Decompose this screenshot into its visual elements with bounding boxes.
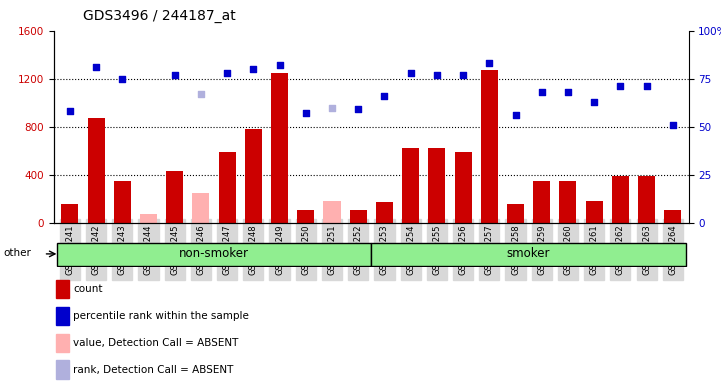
Bar (507, 204, 524, 223)
Bar (612, 176, 629, 223)
Bar (376, 202, 393, 223)
Bar (56, 306, 69, 325)
Point (405, 70, 417, 76)
Point (221, 70, 233, 76)
Bar (271, 73, 288, 223)
Point (588, 99, 600, 105)
Bar (140, 214, 157, 223)
Text: GDS3496 / 244187_at: GDS3496 / 244187_at (83, 9, 236, 23)
Point (90, 64, 102, 70)
Bar (350, 210, 367, 223)
Point (379, 93, 390, 99)
Text: value, Detection Call = ABSENT: value, Detection Call = ABSENT (74, 338, 239, 348)
Bar (166, 171, 183, 223)
Bar (87, 118, 105, 223)
Bar (61, 204, 79, 223)
Point (353, 106, 364, 113)
Point (641, 83, 653, 89)
Bar (481, 70, 497, 223)
Text: percentile rank within the sample: percentile rank within the sample (74, 311, 249, 321)
Bar (56, 280, 69, 298)
Bar (245, 129, 262, 223)
Text: rank, Detection Call = ABSENT: rank, Detection Call = ABSENT (74, 365, 234, 375)
Bar (585, 200, 603, 223)
Bar (57, 243, 371, 266)
Point (300, 110, 311, 116)
Point (117, 76, 128, 82)
Text: smoker: smoker (507, 247, 550, 260)
Text: other: other (4, 248, 32, 258)
Text: count: count (74, 284, 103, 294)
Bar (559, 181, 577, 223)
Point (64, 108, 76, 114)
Bar (638, 176, 655, 223)
Bar (324, 200, 340, 223)
Point (326, 104, 337, 111)
Point (614, 83, 626, 89)
Point (562, 89, 574, 95)
Bar (534, 181, 550, 223)
Bar (428, 148, 446, 223)
Bar (402, 148, 419, 223)
Point (195, 91, 207, 97)
Point (247, 66, 259, 72)
Point (274, 62, 286, 68)
Bar (193, 193, 209, 223)
Bar (218, 152, 236, 223)
Point (431, 72, 443, 78)
Bar (56, 333, 69, 352)
Point (667, 122, 678, 128)
Bar (371, 243, 686, 266)
Bar (297, 210, 314, 223)
Point (457, 72, 469, 78)
Point (510, 112, 521, 118)
Point (536, 89, 547, 95)
Text: non-smoker: non-smoker (179, 247, 249, 260)
Bar (114, 181, 131, 223)
Bar (664, 210, 681, 223)
Bar (454, 152, 472, 223)
Point (484, 60, 495, 66)
Point (169, 72, 180, 78)
Bar (56, 361, 69, 379)
